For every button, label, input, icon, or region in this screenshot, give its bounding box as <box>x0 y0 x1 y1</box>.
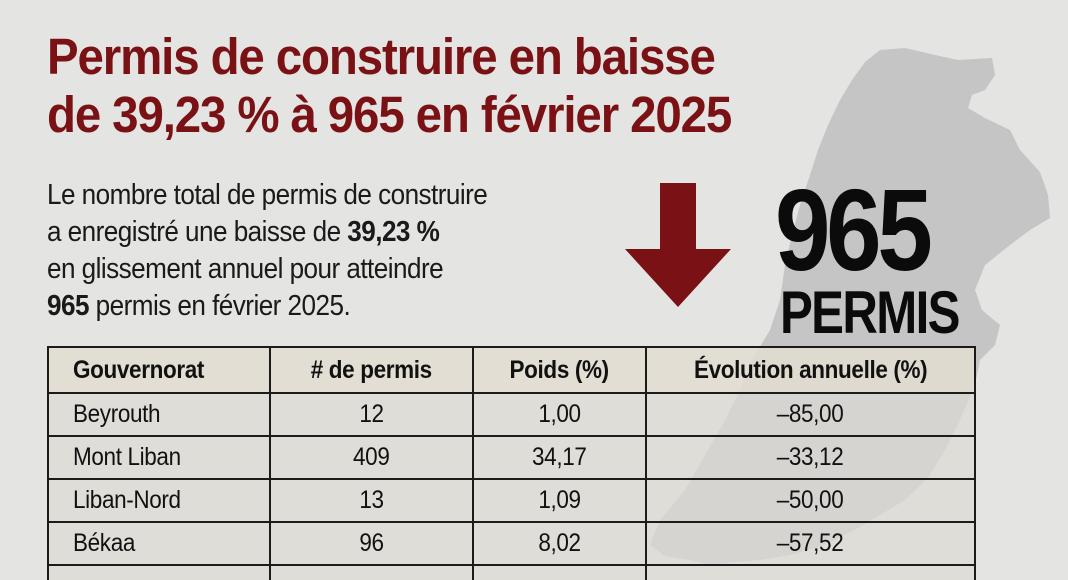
cell-text: 34,17 <box>531 443 587 471</box>
highlight-number: 965 <box>775 165 933 295</box>
column-header-label: Évolution annuelle (%) <box>693 355 928 384</box>
table-header-row: Gouvernorat # de permis Poids (%) Évolut… <box>46 346 976 394</box>
lede-line-4: 965 permis en février 2025. <box>47 288 551 325</box>
cell-text: 409 <box>353 443 390 471</box>
cell-annual-change: –33,12 <box>644 435 976 480</box>
cell-annual-change: –57,52 <box>644 521 976 566</box>
column-header-label: # de permis <box>311 355 433 384</box>
lede-permit-count: 965 <box>47 290 89 322</box>
lede-line-1: Le nombre total de permis de construire <box>47 179 488 211</box>
cell-permits: 12 <box>269 392 474 437</box>
column-header-annual-change: Évolution annuelle (%) <box>644 346 976 394</box>
lede-line-4-text: permis en février 2025. <box>88 290 351 322</box>
cell-governorate: Liban-Nord <box>46 478 272 523</box>
lede-decline-percent: 39,23 % <box>347 216 440 248</box>
cell-governorate: Beyrouth <box>46 392 272 437</box>
cell-weight <box>471 564 647 580</box>
cell-permits: 409 <box>269 435 474 480</box>
column-header-label: Gouvernorat <box>73 355 205 384</box>
cell-permits <box>269 564 474 580</box>
cell-text: –50,00 <box>776 486 844 514</box>
cell-text: 1,09 <box>537 486 581 514</box>
cell-text: 96 <box>359 529 384 557</box>
cell-weight: 1,09 <box>471 478 647 523</box>
lede-line-2: a enregistré une baisse de 39,23 % <box>47 214 551 251</box>
column-header-permits: # de permis <box>269 346 474 394</box>
cell-annual-change: –50,00 <box>644 478 976 523</box>
cell-governorate: Békaa <box>46 521 272 566</box>
cell-governorate: Mont Liban <box>46 435 272 480</box>
cell-permits: 13 <box>269 478 474 523</box>
cell-text: –33,12 <box>776 443 844 471</box>
column-header-governorate: Gouvernorat <box>46 346 272 394</box>
cell-weight: 1,00 <box>471 392 647 437</box>
cell-text: Beyrouth <box>73 400 161 428</box>
headline-line-1: Permis de construire en baisse <box>47 28 716 85</box>
headline-line-2: de 39,23 % à 965 en février 2025 <box>47 86 732 143</box>
highlight-unit: PERMIS <box>780 279 960 346</box>
table-row: Beyrouth 12 1,00 –85,00 <box>46 392 976 437</box>
cell-text: 12 <box>359 400 384 428</box>
cell-annual-change <box>644 564 976 580</box>
headline: Permis de construire en baisse de 39,23 … <box>47 28 847 144</box>
cell-weight: 8,02 <box>471 521 647 566</box>
cell-governorate <box>46 564 272 580</box>
cell-annual-change: –85,00 <box>644 392 976 437</box>
cell-text: 13 <box>359 486 384 514</box>
cell-weight: 34,17 <box>471 435 647 480</box>
cell-permits: 96 <box>269 521 474 566</box>
table-row-cut-off <box>46 564 976 580</box>
table-row: Liban-Nord 13 1,09 –50,00 <box>46 478 976 523</box>
lede-line-2-text: a enregistré une baisse de <box>47 216 348 248</box>
cell-text: –85,00 <box>776 400 844 428</box>
governorate-table: Gouvernorat # de permis Poids (%) Évolut… <box>46 346 976 580</box>
lede-paragraph: Le nombre total de permis de construire … <box>47 177 551 325</box>
table-row: Békaa 96 8,02 –57,52 <box>46 521 976 566</box>
column-header-label: Poids (%) <box>509 355 610 384</box>
table-row: Mont Liban 409 34,17 –33,12 <box>46 435 976 480</box>
cell-text: –57,52 <box>776 529 844 557</box>
cell-text: 8,02 <box>537 529 581 557</box>
down-arrow-icon <box>625 183 731 307</box>
cell-text: Békaa <box>73 529 136 557</box>
lede-line-3: en glissement annuel pour atteindre <box>47 253 444 285</box>
cell-text: 1,00 <box>537 400 581 428</box>
cell-text: Mont Liban <box>73 443 181 471</box>
cell-text: Liban-Nord <box>73 486 181 514</box>
column-header-weight: Poids (%) <box>471 346 647 394</box>
